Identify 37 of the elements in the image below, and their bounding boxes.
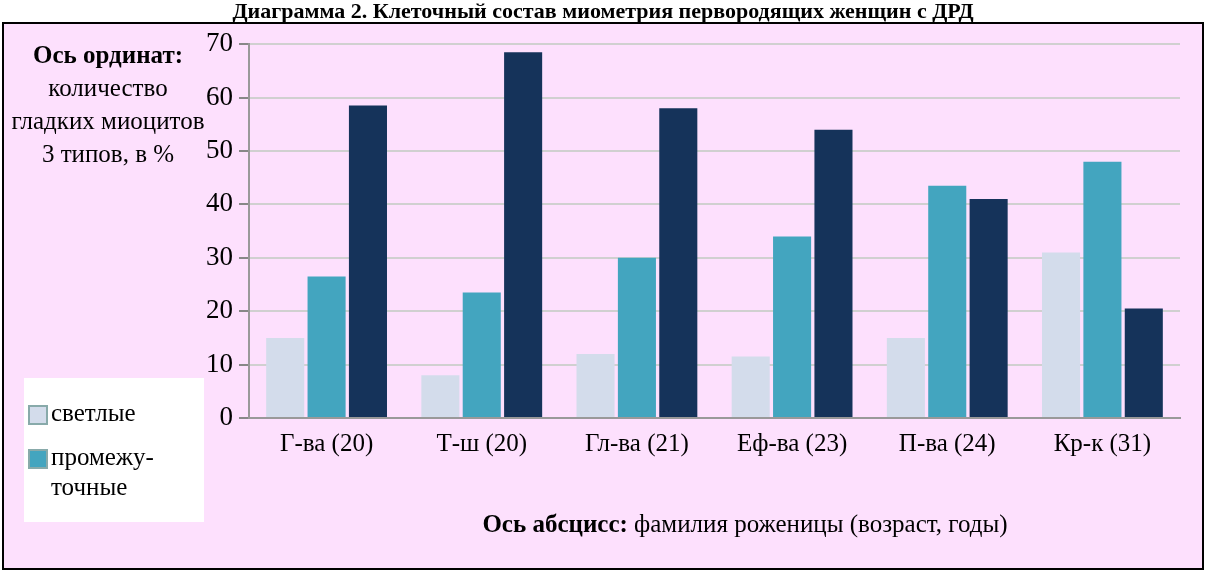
bar (659, 108, 698, 417)
x-tick-label: П-ва (24) (898, 428, 996, 457)
bar (348, 105, 387, 417)
y-tick-label: 20 (206, 294, 233, 325)
bar (928, 185, 967, 417)
legend-label: светлые (51, 398, 136, 428)
y-tick-label: 40 (206, 187, 233, 218)
y-tick-label: 10 (206, 347, 233, 378)
y-axis-title: Ось ординат: количество гладких миоцитов 3 типов, в % (11, 41, 205, 167)
bar (814, 129, 853, 417)
bar (886, 337, 925, 417)
x-tick-label: Гл-ва (21) (584, 428, 689, 457)
x-tick-label: Еф-ва (23) (736, 428, 848, 457)
bar (1083, 161, 1122, 417)
bar (266, 337, 305, 417)
bar (307, 276, 346, 417)
bar (731, 356, 770, 417)
bar (969, 199, 1008, 417)
bar (617, 257, 656, 417)
y-tick-label: 60 (206, 80, 233, 111)
bar (504, 52, 543, 417)
y-tick-label: 30 (206, 240, 233, 271)
bar (773, 236, 812, 417)
chart-title: Диаграмма 2. Клеточный состав миометрия первородящих женщин с ДРД (231, 0, 975, 23)
x-tick-label: Г-ва (20) (279, 428, 374, 457)
legend-label: промежу-точные (51, 442, 155, 502)
bar (462, 292, 501, 417)
x-tick-label: Т-ш (20) (436, 428, 528, 457)
y-tick-label: 50 (206, 134, 233, 165)
bar (1042, 252, 1081, 417)
bar (1124, 308, 1163, 417)
x-axis-title: Ось абсцисс: фамилия роженицы (возраст, годы) (481, 510, 1009, 538)
y-tick-label: 0 (219, 401, 233, 432)
bar (421, 375, 460, 417)
bar (576, 353, 615, 417)
x-tick-label: Кр-к (31) (1053, 428, 1152, 457)
y-tick-label: 70 (206, 27, 233, 58)
